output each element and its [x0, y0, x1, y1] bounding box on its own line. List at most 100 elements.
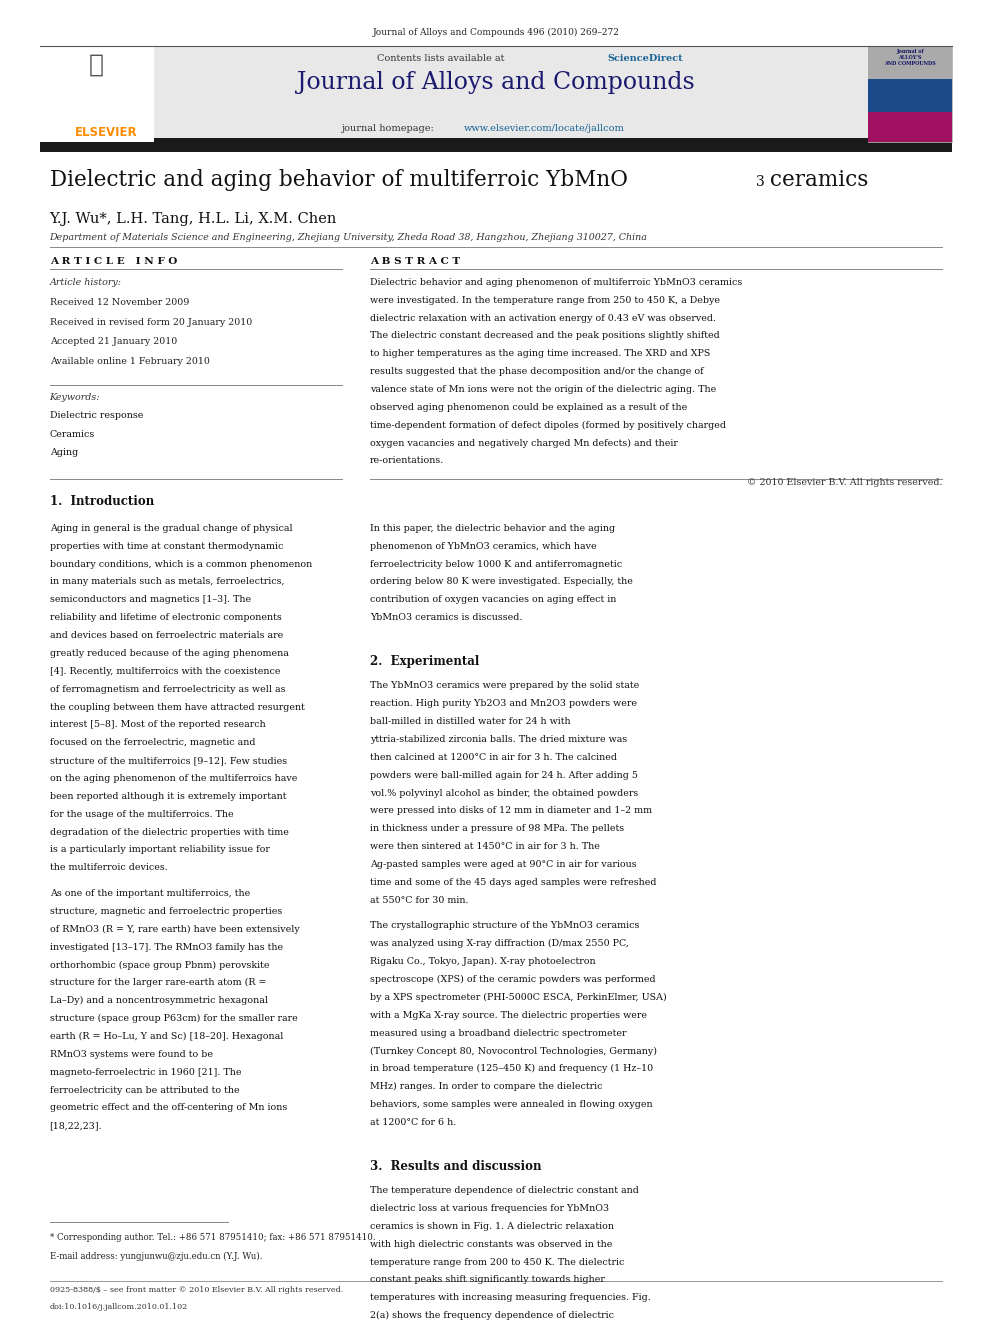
Text: then calcined at 1200°C in air for 3 h. The calcined: then calcined at 1200°C in air for 3 h. …: [370, 753, 617, 762]
Text: with a MgKa X-ray source. The dielectric properties were: with a MgKa X-ray source. The dielectric…: [370, 1011, 647, 1020]
Text: Journal of Alloys and Compounds 496 (2010) 269–272: Journal of Alloys and Compounds 496 (201…: [373, 28, 619, 37]
Text: of RMnO3 (R = Y, rare earth) have been extensively: of RMnO3 (R = Y, rare earth) have been e…: [50, 925, 300, 934]
Text: structure for the larger rare-earth atom (R =: structure for the larger rare-earth atom…: [50, 979, 266, 987]
Text: ScienceDirect: ScienceDirect: [607, 54, 682, 64]
Text: Journal of Alloys and Compounds: Journal of Alloys and Compounds: [298, 71, 694, 94]
Text: investigated [13–17]. The RMnO3 family has the: investigated [13–17]. The RMnO3 family h…: [50, 942, 283, 951]
Text: 🌳: 🌳: [88, 53, 104, 77]
Text: been reported although it is extremely important: been reported although it is extremely i…: [50, 791, 286, 800]
Bar: [868, 46, 952, 79]
Text: The YbMnO3 ceramics were prepared by the solid state: The YbMnO3 ceramics were prepared by the…: [370, 681, 639, 691]
Text: orthorhombic (space group Pbnm) perovskite: orthorhombic (space group Pbnm) perovski…: [50, 960, 269, 970]
Text: properties with time at constant thermodynamic: properties with time at constant thermod…: [50, 542, 283, 550]
Text: [18,22,23].: [18,22,23].: [50, 1122, 102, 1130]
Bar: [40, 46, 154, 142]
Text: temperatures with increasing measuring frequencies. Fig.: temperatures with increasing measuring f…: [370, 1294, 651, 1302]
Text: ELSEVIER: ELSEVIER: [74, 126, 137, 139]
Text: In this paper, the dielectric behavior and the aging: In this paper, the dielectric behavior a…: [370, 524, 615, 533]
Text: to higher temperatures as the aging time increased. The XRD and XPS: to higher temperatures as the aging time…: [370, 349, 710, 359]
Text: The dielectric constant decreased and the peak positions slightly shifted: The dielectric constant decreased and th…: [370, 331, 720, 340]
Text: was analyzed using X-ray diffraction (D/max 2550 PC,: was analyzed using X-ray diffraction (D/…: [370, 939, 629, 949]
Text: in thickness under a pressure of 98 MPa. The pellets: in thickness under a pressure of 98 MPa.…: [370, 824, 624, 833]
Text: the multiferroic devices.: the multiferroic devices.: [50, 864, 168, 872]
Text: greatly reduced because of the aging phenomena: greatly reduced because of the aging phe…: [50, 650, 289, 658]
Text: Ceramics: Ceramics: [50, 430, 95, 439]
Text: Aging in general is the gradual change of physical: Aging in general is the gradual change o…: [50, 524, 293, 533]
Text: earth (R = Ho–Lu, Y and Sc) [18–20]. Hexagonal: earth (R = Ho–Lu, Y and Sc) [18–20]. Hex…: [50, 1032, 283, 1041]
Text: interest [5–8]. Most of the reported research: interest [5–8]. Most of the reported res…: [50, 720, 265, 729]
Text: results suggested that the phase decomposition and/or the change of: results suggested that the phase decompo…: [370, 366, 703, 376]
Text: ordering below 80 K were investigated. Especially, the: ordering below 80 K were investigated. E…: [370, 577, 633, 586]
Text: by a XPS spectrometer (PHI-5000C ESCA, PerkinElmer, USA): by a XPS spectrometer (PHI-5000C ESCA, P…: [370, 992, 667, 1002]
Text: the coupling between them have attracted resurgent: the coupling between them have attracted…: [50, 703, 305, 712]
Bar: [40, 138, 952, 152]
Bar: [868, 112, 952, 142]
Text: structure (space group P63cm) for the smaller rare: structure (space group P63cm) for the sm…: [50, 1015, 298, 1023]
Text: measured using a broadband dielectric spectrometer: measured using a broadband dielectric sp…: [370, 1029, 627, 1037]
Text: Received in revised form 20 January 2010: Received in revised form 20 January 2010: [50, 318, 252, 327]
Text: 3: 3: [756, 175, 765, 189]
Text: yttria-stabilized zirconia balls. The dried mixture was: yttria-stabilized zirconia balls. The dr…: [370, 736, 627, 744]
Text: Received 12 November 2009: Received 12 November 2009: [50, 298, 188, 307]
Text: Department of Materials Science and Engineering, Zhejiang University, Zheda Road: Department of Materials Science and Engi…: [50, 233, 648, 242]
Text: Y.J. Wu*, L.H. Tang, H.L. Li, X.M. Chen: Y.J. Wu*, L.H. Tang, H.L. Li, X.M. Chen: [50, 212, 337, 226]
Text: is a particularly important reliability issue for: is a particularly important reliability …: [50, 845, 270, 855]
Text: focused on the ferroelectric, magnetic and: focused on the ferroelectric, magnetic a…: [50, 738, 255, 747]
Text: time and some of the 45 days aged samples were refreshed: time and some of the 45 days aged sample…: [370, 878, 657, 886]
Bar: [40, 46, 952, 142]
Text: The crystallographic structure of the YbMnO3 ceramics: The crystallographic structure of the Yb…: [370, 921, 640, 930]
Text: ferroelectricity can be attributed to the: ferroelectricity can be attributed to th…: [50, 1085, 239, 1094]
Text: RMnO3 systems were found to be: RMnO3 systems were found to be: [50, 1050, 212, 1058]
Text: Aging: Aging: [50, 448, 77, 458]
Text: Dielectric response: Dielectric response: [50, 411, 143, 421]
Text: doi:10.1016/j.jallcom.2010.01.102: doi:10.1016/j.jallcom.2010.01.102: [50, 1303, 187, 1311]
Text: temperature range from 200 to 450 K. The dielectric: temperature range from 200 to 450 K. The…: [370, 1257, 624, 1266]
Text: reliability and lifetime of electronic components: reliability and lifetime of electronic c…: [50, 614, 282, 622]
Text: vol.% polyvinyl alcohol as binder, the obtained powders: vol.% polyvinyl alcohol as binder, the o…: [370, 789, 638, 798]
Text: journal homepage:: journal homepage:: [342, 124, 441, 134]
Text: on the aging phenomenon of the multiferroics have: on the aging phenomenon of the multiferr…: [50, 774, 297, 783]
Text: observed aging phenomenon could be explained as a result of the: observed aging phenomenon could be expla…: [370, 402, 687, 411]
Text: © 2010 Elsevier B.V. All rights reserved.: © 2010 Elsevier B.V. All rights reserved…: [747, 478, 942, 487]
Text: Ag-pasted samples were aged at 90°C in air for various: Ag-pasted samples were aged at 90°C in a…: [370, 860, 637, 869]
Text: semiconductors and magnetics [1–3]. The: semiconductors and magnetics [1–3]. The: [50, 595, 251, 605]
Bar: [868, 46, 952, 142]
Text: at 1200°C for 6 h.: at 1200°C for 6 h.: [370, 1118, 456, 1127]
Text: 2(a) shows the frequency dependence of dielectric: 2(a) shows the frequency dependence of d…: [370, 1311, 614, 1320]
Text: time-dependent formation of defect dipoles (formed by positively charged: time-dependent formation of defect dipol…: [370, 421, 726, 430]
Text: powders were ball-milled again for 24 h. After adding 5: powders were ball-milled again for 24 h.…: [370, 770, 638, 779]
Text: were pressed into disks of 12 mm in diameter and 1–2 mm: were pressed into disks of 12 mm in diam…: [370, 807, 652, 815]
Text: Rigaku Co., Tokyo, Japan). X-ray photoelectron: Rigaku Co., Tokyo, Japan). X-ray photoel…: [370, 958, 595, 966]
Text: with high dielectric constants was observed in the: with high dielectric constants was obser…: [370, 1240, 612, 1249]
Text: E-mail address: yungjunwu@zju.edu.cn (Y.J. Wu).: E-mail address: yungjunwu@zju.edu.cn (Y.…: [50, 1252, 262, 1261]
Text: Dielectric and aging behavior of multiferroic YbMnO: Dielectric and aging behavior of multife…: [50, 169, 628, 192]
Text: valence state of Mn ions were not the origin of the dielectric aging. The: valence state of Mn ions were not the or…: [370, 385, 716, 394]
Text: geometric effect and the off-centering of Mn ions: geometric effect and the off-centering o…: [50, 1103, 287, 1113]
Text: 3.  Results and discussion: 3. Results and discussion: [370, 1159, 542, 1172]
Text: Available online 1 February 2010: Available online 1 February 2010: [50, 357, 209, 366]
Text: 0925-8388/$ – see front matter © 2010 Elsevier B.V. All rights reserved.: 0925-8388/$ – see front matter © 2010 El…: [50, 1286, 343, 1294]
Text: [4]. Recently, multiferroics with the coexistence: [4]. Recently, multiferroics with the co…: [50, 667, 280, 676]
Text: Dielectric behavior and aging phenomenon of multiferroic YbMnO3 ceramics: Dielectric behavior and aging phenomenon…: [370, 278, 742, 287]
Text: phenomenon of YbMnO3 ceramics, which have: phenomenon of YbMnO3 ceramics, which hav…: [370, 542, 596, 550]
Text: ceramics is shown in Fig. 1. A dielectric relaxation: ceramics is shown in Fig. 1. A dielectri…: [370, 1222, 614, 1230]
Text: in broad temperature (125–450 K) and frequency (1 Hz–10: in broad temperature (125–450 K) and fre…: [370, 1064, 653, 1073]
Text: behaviors, some samples were annealed in flowing oxygen: behaviors, some samples were annealed in…: [370, 1101, 653, 1109]
Text: Keywords:: Keywords:: [50, 393, 100, 402]
Text: of ferromagnetism and ferroelectricity as well as: of ferromagnetism and ferroelectricity a…: [50, 685, 285, 693]
Text: magneto-ferroelectric in 1960 [21]. The: magneto-ferroelectric in 1960 [21]. The: [50, 1068, 241, 1077]
Text: at 550°C for 30 min.: at 550°C for 30 min.: [370, 896, 468, 905]
Text: in many materials such as metals, ferroelectrics,: in many materials such as metals, ferroe…: [50, 577, 284, 586]
Text: Journal of
ALLOY'S
AND COMPOUNDS: Journal of ALLOY'S AND COMPOUNDS: [884, 49, 936, 66]
Text: www.elsevier.com/locate/jallcom: www.elsevier.com/locate/jallcom: [464, 124, 625, 134]
Text: Accepted 21 January 2010: Accepted 21 January 2010: [50, 337, 177, 347]
Text: dielectric relaxation with an activation energy of 0.43 eV was observed.: dielectric relaxation with an activation…: [370, 314, 716, 323]
Text: re-orientations.: re-orientations.: [370, 456, 444, 466]
Text: YbMnO3 ceramics is discussed.: YbMnO3 ceramics is discussed.: [370, 614, 523, 622]
Text: La–Dy) and a noncentrosymmetric hexagonal: La–Dy) and a noncentrosymmetric hexagona…: [50, 996, 268, 1005]
Text: constant peaks shift significantly towards higher: constant peaks shift significantly towar…: [370, 1275, 605, 1285]
Text: dielectric loss at various frequencies for YbMnO3: dielectric loss at various frequencies f…: [370, 1204, 609, 1213]
Text: ferroelectricity below 1000 K and antiferromagnetic: ferroelectricity below 1000 K and antife…: [370, 560, 622, 569]
Text: A R T I C L E   I N F O: A R T I C L E I N F O: [50, 257, 177, 266]
Text: and devices based on ferroelectric materials are: and devices based on ferroelectric mater…: [50, 631, 283, 640]
